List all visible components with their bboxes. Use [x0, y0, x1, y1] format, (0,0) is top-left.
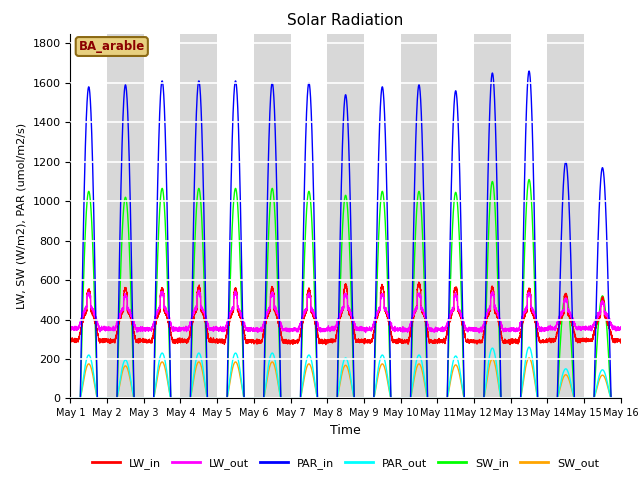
Title: Solar Radiation: Solar Radiation	[287, 13, 404, 28]
Legend: LW_in, LW_out, PAR_in, PAR_out, SW_in, SW_out: LW_in, LW_out, PAR_in, PAR_out, SW_in, S…	[88, 453, 603, 473]
Bar	[180, 34, 217, 398]
Bar	[327, 34, 364, 398]
Bar	[474, 34, 511, 398]
Y-axis label: LW, SW (W/m2), PAR (umol/m2/s): LW, SW (W/m2), PAR (umol/m2/s)	[17, 123, 27, 309]
Bar	[107, 34, 144, 398]
Text: BA_arable: BA_arable	[79, 40, 145, 53]
Bar	[547, 34, 584, 398]
X-axis label: Time: Time	[330, 424, 361, 437]
Bar	[254, 34, 291, 398]
Bar	[401, 34, 437, 398]
